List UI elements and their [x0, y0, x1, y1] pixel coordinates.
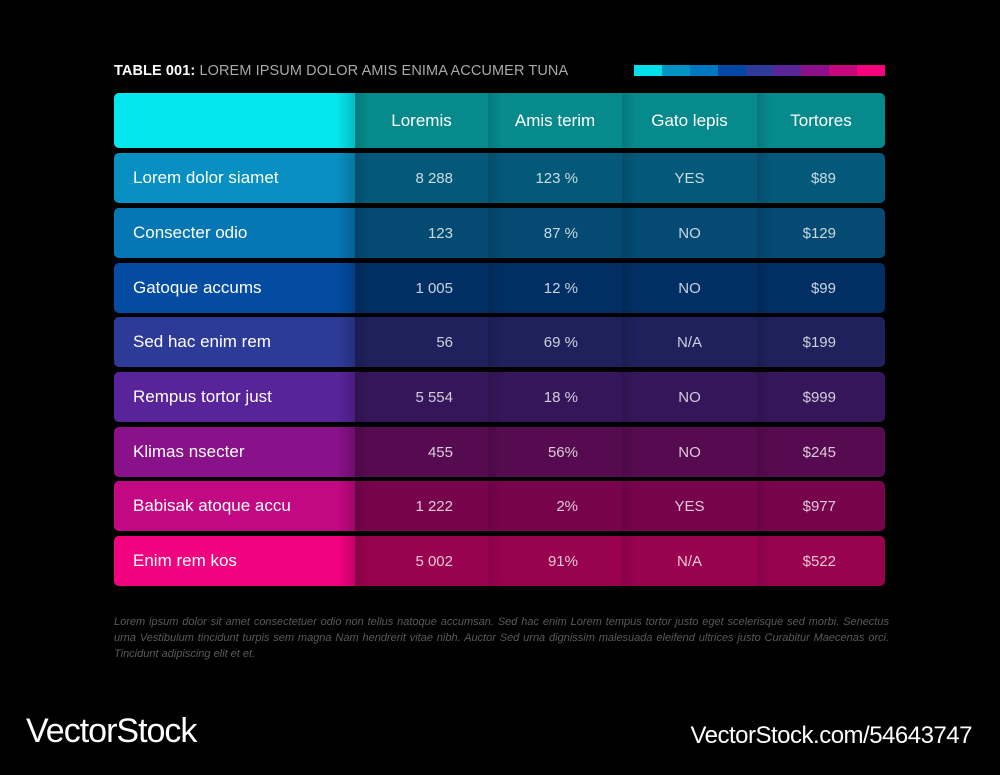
color-swatch: [773, 65, 802, 76]
color-swatch: [801, 65, 830, 76]
table-cell: NO: [622, 263, 757, 313]
table-cell: 56: [355, 317, 488, 367]
table-cell: 87 %: [488, 208, 622, 258]
table-cell: $977: [757, 481, 885, 531]
column-header: Tortores: [757, 93, 885, 148]
color-swatch: [717, 65, 746, 76]
table-cell: $522: [757, 536, 885, 586]
table-cell: 69 %: [488, 317, 622, 367]
table-number: TABLE 001:: [114, 63, 196, 79]
table-cell: 2%: [488, 481, 622, 531]
row-label: Gatoque accums: [114, 263, 355, 313]
table-cell: $245: [757, 427, 885, 477]
table-header-row: Loremis Amis terim Gato lepis Tortores: [114, 93, 885, 148]
column-header: Gato lepis: [622, 93, 757, 148]
table-cell: NO: [622, 208, 757, 258]
table-cell: 123: [355, 208, 488, 258]
table-row: Sed hac enim rem 56 69 % N/A $199: [114, 317, 885, 367]
color-swatch: [689, 65, 718, 76]
row-label: Enim rem kos: [114, 536, 355, 586]
table-row: Babisak atoque accu 1 222 2% YES $977: [114, 481, 885, 531]
color-swatch: [829, 65, 858, 76]
table-cell: 455: [355, 427, 488, 477]
table-cell: NO: [622, 372, 757, 422]
row-label: Sed hac enim rem: [114, 317, 355, 367]
table-cell: 91%: [488, 536, 622, 586]
table-title: TABLE 001: LOREM IPSUM DOLOR AMIS ENIMA …: [114, 61, 568, 81]
table-caption: LOREM IPSUM DOLOR AMIS ENIMA ACCUMER TUN…: [195, 63, 569, 79]
table-cell: YES: [622, 153, 757, 203]
table-cell: YES: [622, 481, 757, 531]
table-cell: 123 %: [488, 153, 622, 203]
table-cell: 8 288: [355, 153, 488, 203]
color-swatch: [745, 65, 774, 76]
table-cell: 1 222: [355, 481, 488, 531]
table-cell: $999: [757, 372, 885, 422]
table-cell: NO: [622, 427, 757, 477]
table-cell: 56%: [488, 427, 622, 477]
table-cell: 12 %: [488, 263, 622, 313]
column-header: Amis terim: [488, 93, 622, 148]
table-cell: 18 %: [488, 372, 622, 422]
column-header: Loremis: [355, 93, 488, 148]
row-label: Rempus tortor just: [114, 372, 355, 422]
row-label: Klimas nsecter: [114, 427, 355, 477]
color-legend-bar: [634, 65, 886, 76]
table-cell: 1 005: [355, 263, 488, 313]
color-swatch: [661, 65, 690, 76]
table-row: Lorem dolor siamet 8 288 123 % YES $89: [114, 153, 885, 203]
table-row: Gatoque accums 1 005 12 % NO $99: [114, 263, 885, 313]
row-label: Babisak atoque accu: [114, 481, 355, 531]
table-cell: $89: [757, 153, 885, 203]
table-cell: 5 002: [355, 536, 488, 586]
table-row: Consecter odio 123 87 % NO $129: [114, 208, 885, 258]
header-lead-cell: [114, 93, 355, 148]
table-cell: 5 554: [355, 372, 488, 422]
table-cell: N/A: [622, 317, 757, 367]
color-swatch: [857, 65, 886, 76]
table-cell: N/A: [622, 536, 757, 586]
table-cell: $129: [757, 208, 885, 258]
footnote: Lorem ipsum dolor sit amet consectetuer …: [114, 616, 889, 660]
row-label: Consecter odio: [114, 208, 355, 258]
watermark-url: VectorStock.com/54643747: [690, 722, 972, 749]
table-row: Rempus tortor just 5 554 18 % NO $999: [114, 372, 885, 422]
watermark-logo: VectorStock: [26, 712, 197, 750]
table-row: Klimas nsecter 455 56% NO $245: [114, 427, 885, 477]
table-row: Enim rem kos 5 002 91% N/A $522: [114, 536, 885, 586]
table-cell: $99: [757, 263, 885, 313]
row-label: Lorem dolor siamet: [114, 153, 355, 203]
table-cell: $199: [757, 317, 885, 367]
color-swatch: [634, 65, 662, 76]
